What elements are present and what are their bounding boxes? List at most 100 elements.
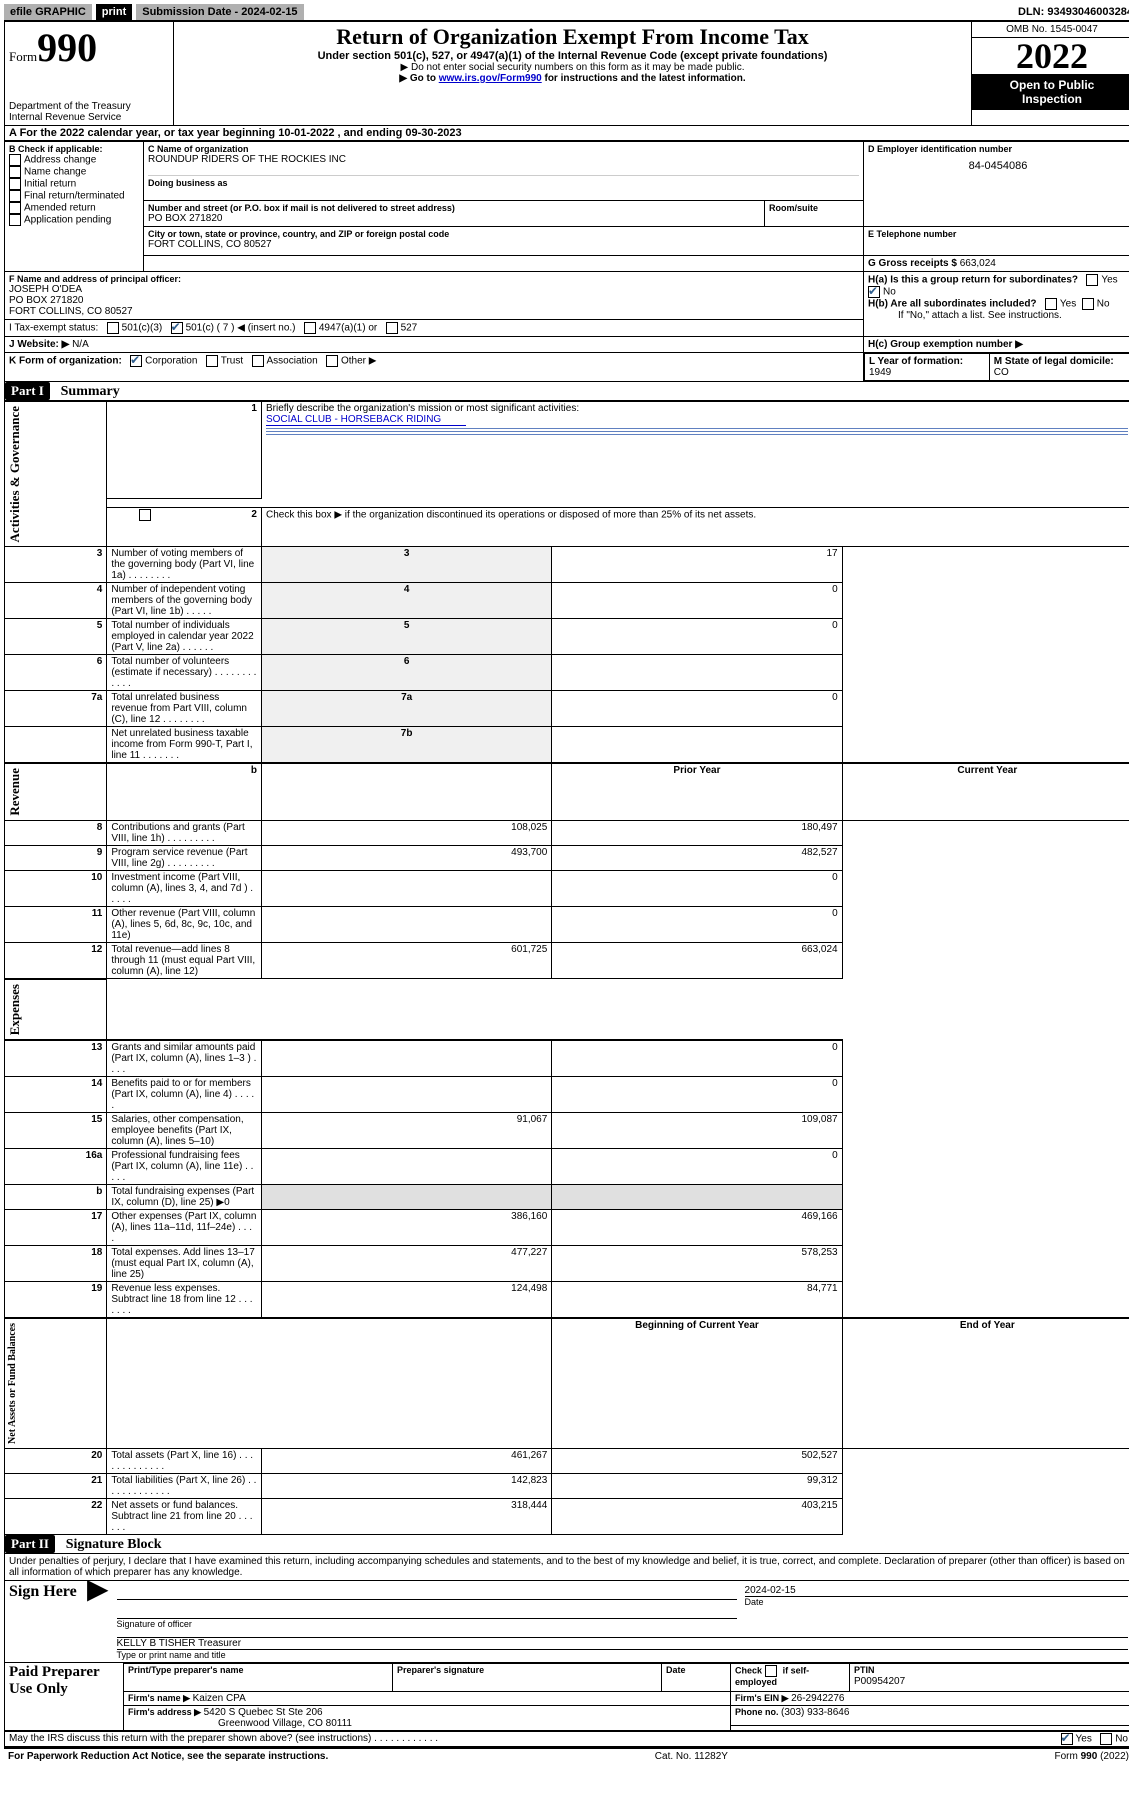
line-box: 7a bbox=[261, 691, 551, 727]
irs-discuss-row: May the IRS discuss this return with the… bbox=[4, 1731, 1129, 1747]
527-label: 527 bbox=[401, 323, 418, 334]
firm-ein: 26-2942276 bbox=[791, 1693, 844, 1704]
line-text: Other expenses (Part IX, column (A), lin… bbox=[107, 1209, 262, 1245]
part1-header-row: Part I Summary bbox=[4, 382, 1129, 401]
line-text: Salaries, other compensation, employee b… bbox=[107, 1112, 262, 1148]
addr-label: Number and street (or P.O. box if mail i… bbox=[148, 203, 760, 213]
line-value: 0 bbox=[552, 583, 842, 619]
instructions-link-line: ▶ Go to www.irs.gov/Form990 for instruct… bbox=[178, 73, 967, 84]
sign-here-label: Sign Here bbox=[9, 1583, 79, 1601]
box-b-checkbox[interactable] bbox=[9, 178, 21, 190]
line-num: 3 bbox=[5, 547, 107, 583]
dept-treasury: Department of the Treasury bbox=[9, 101, 169, 112]
line-num: 18 bbox=[5, 1245, 107, 1281]
form-ref: Form 990 (2022) bbox=[1055, 1751, 1129, 1762]
print-button[interactable]: print bbox=[96, 4, 132, 20]
line-text: Net assets or fund balances. Subtract li… bbox=[107, 1498, 262, 1534]
line-num: 22 bbox=[5, 1498, 107, 1534]
box-b-checkbox[interactable] bbox=[9, 202, 21, 214]
current-value: 469,166 bbox=[552, 1209, 842, 1245]
line-num: 13 bbox=[5, 1040, 107, 1077]
line-a-mid: , and ending bbox=[338, 127, 406, 139]
line-box: 6 bbox=[261, 655, 551, 691]
self-employed-checkbox[interactable] bbox=[765, 1665, 777, 1677]
current-year-header: Current Year bbox=[842, 763, 1129, 820]
prior-value: 91,067 bbox=[261, 1112, 551, 1148]
form-990: 990 bbox=[37, 25, 97, 70]
firm-addr1: 5420 S Quebec St Ste 206 bbox=[204, 1707, 323, 1718]
line-box: 3 bbox=[261, 547, 551, 583]
line2-checkbox[interactable] bbox=[139, 509, 151, 521]
prior-value: 601,725 bbox=[261, 943, 551, 979]
501c3-checkbox[interactable] bbox=[107, 322, 119, 334]
gross-receipts-value: 663,024 bbox=[960, 258, 996, 269]
no-label: No bbox=[883, 287, 896, 298]
dln-value: 93493046003284 bbox=[1047, 6, 1129, 18]
no-label: No bbox=[1115, 1734, 1128, 1745]
prior-value bbox=[261, 1040, 551, 1077]
part2-title: Signature Block bbox=[58, 1537, 162, 1552]
form-number: Form990 bbox=[9, 24, 169, 71]
irs-label: Internal Revenue Service bbox=[9, 112, 169, 123]
instructions-link[interactable]: www.irs.gov/Form990 bbox=[439, 73, 542, 84]
discuss-yes-checkbox[interactable] bbox=[1061, 1733, 1073, 1745]
line-num: 2 bbox=[107, 507, 262, 547]
trust-checkbox[interactable] bbox=[206, 355, 218, 367]
prior-year-header: Prior Year bbox=[552, 763, 842, 820]
line-num: 20 bbox=[5, 1448, 107, 1473]
prior-value bbox=[261, 871, 551, 907]
paid-preparer-block: Paid Preparer Use Only Print/Type prepar… bbox=[4, 1663, 1129, 1731]
line-value: 0 bbox=[552, 619, 842, 655]
part1-title: Summary bbox=[53, 384, 120, 399]
hb-no-checkbox[interactable] bbox=[1082, 298, 1094, 310]
line-text: Contributions and grants (Part VIII, lin… bbox=[107, 821, 262, 846]
ha-no-checkbox[interactable] bbox=[868, 286, 880, 298]
box-b-option: Name change bbox=[24, 167, 86, 178]
line-num: 16a bbox=[5, 1148, 107, 1184]
box-b-checkbox[interactable] bbox=[9, 166, 21, 178]
sidebar-netassets: Net Assets or Fund Balances bbox=[5, 1319, 20, 1448]
yes-label: Yes bbox=[1076, 1734, 1092, 1745]
prior-value: 318,444 bbox=[261, 1498, 551, 1534]
box-b-checkbox[interactable] bbox=[9, 214, 21, 226]
discuss-no-checkbox[interactable] bbox=[1100, 1733, 1112, 1745]
line-text: Number of independent voting members of … bbox=[107, 583, 262, 619]
line-box: 5 bbox=[261, 619, 551, 655]
501c-checkbox[interactable] bbox=[171, 322, 183, 334]
line-value: 17 bbox=[552, 547, 842, 583]
domicile: CO bbox=[994, 367, 1009, 378]
part2-header-row: Part II Signature Block bbox=[4, 1535, 1129, 1554]
h-note: If "No," attach a list. See instructions… bbox=[868, 310, 1128, 321]
current-value: 109,087 bbox=[552, 1112, 842, 1148]
line-text: Total liabilities (Part X, line 26) . . … bbox=[107, 1473, 262, 1498]
sign-date-label: Date bbox=[745, 1596, 1128, 1607]
501c3-label: 501(c)(3) bbox=[122, 323, 163, 334]
box-b-checkbox[interactable] bbox=[9, 190, 21, 202]
line-num: 8 bbox=[5, 821, 107, 846]
current-value: 0 bbox=[552, 907, 842, 943]
box-b-option: Amended return bbox=[24, 203, 96, 214]
other-checkbox[interactable] bbox=[326, 355, 338, 367]
ha-yes-checkbox[interactable] bbox=[1086, 274, 1098, 286]
dln: DLN: 93493046003284 bbox=[1018, 6, 1129, 18]
sign-arrow-icon: ▶ bbox=[87, 1574, 109, 1605]
corp-checkbox[interactable] bbox=[130, 355, 142, 367]
assoc-checkbox[interactable] bbox=[252, 355, 264, 367]
line-num: 21 bbox=[5, 1473, 107, 1498]
box-b-option: Initial return bbox=[24, 179, 76, 190]
yes-label: Yes bbox=[1060, 299, 1076, 310]
line-num: 15 bbox=[5, 1112, 107, 1148]
hb-yes-checkbox[interactable] bbox=[1045, 298, 1057, 310]
line-text: Total number of volunteers (estimate if … bbox=[107, 655, 262, 691]
box-b-checkbox[interactable] bbox=[9, 154, 21, 166]
org-name: ROUNDUP RIDERS OF THE ROCKIES INC bbox=[148, 154, 859, 165]
527-checkbox[interactable] bbox=[386, 322, 398, 334]
other-label: Other ▶ bbox=[341, 356, 376, 367]
part2-tag: Part II bbox=[5, 1535, 55, 1553]
sign-date: 2024-02-15 bbox=[745, 1585, 1128, 1596]
city-label: City or town, state or province, country… bbox=[148, 229, 859, 239]
form-header: Form990 Department of the Treasury Inter… bbox=[4, 21, 1129, 126]
street-address: PO BOX 271820 bbox=[148, 213, 760, 224]
4947-checkbox[interactable] bbox=[304, 322, 316, 334]
footer: For Paperwork Reduction Act Notice, see … bbox=[4, 1747, 1129, 1764]
